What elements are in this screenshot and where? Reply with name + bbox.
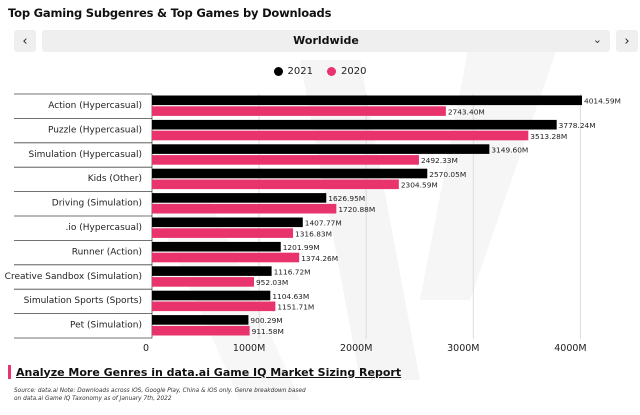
legend-label-2021: 2021 xyxy=(287,66,313,77)
value-label-2021-0: 4014.59M xyxy=(584,97,621,106)
value-label-2020-6: 1374.26M xyxy=(301,254,338,263)
legend-item-2021[interactable]: 2021 xyxy=(273,66,313,77)
value-label-2021-7: 1116.72M xyxy=(274,267,311,276)
source-note: Source: data.ai Note: Downloads across i… xyxy=(14,387,314,403)
legend-item-2020[interactable]: 2020 xyxy=(327,66,366,77)
value-label-2020-7: 952.03M xyxy=(256,278,288,287)
value-label-2020-4: 1720.88M xyxy=(338,205,375,214)
category-label-8: Simulation Sports (Sports) xyxy=(24,296,142,306)
bar-2020-1 xyxy=(152,130,529,141)
value-label-2020-8: 1151.71M xyxy=(277,303,314,312)
value-label-2021-4: 1626.95M xyxy=(328,194,365,203)
value-label-2021-1: 3778.24M xyxy=(559,121,596,130)
bar-2020-5 xyxy=(152,228,294,238)
x-tick-label-4: 4000M xyxy=(554,343,586,354)
category-label-4: Driving (Simulation) xyxy=(52,199,142,209)
bar-2020-2 xyxy=(152,155,419,165)
x-tick-label-1: 1000M xyxy=(233,343,265,354)
chevron-right-icon: › xyxy=(624,33,630,49)
bar-2020-9 xyxy=(152,325,250,336)
category-label-1: Puzzle (Hypercasual) xyxy=(48,125,142,135)
value-label-2020-2: 2492.33M xyxy=(421,156,458,165)
region-value: Worldwide xyxy=(293,34,359,47)
value-label-2020-0: 2743.40M xyxy=(448,107,485,116)
category-label-2: Simulation (Hypercasual) xyxy=(28,150,142,160)
report-link[interactable]: Analyze More Genres in data.ai Game IQ M… xyxy=(8,365,401,379)
x-tick-label-0: 0 xyxy=(143,343,149,354)
source-note-line-1: Source: data.ai Note: Downloads across i… xyxy=(14,388,306,394)
bar-2021-6 xyxy=(152,241,281,252)
region-dropdown[interactable]: Worldwide ⌄ xyxy=(42,30,610,52)
report-link-text: Analyze More Genres in data.ai Game IQ M… xyxy=(16,365,402,379)
prev-region-button[interactable]: ‹ xyxy=(14,30,36,52)
bar-2021-2 xyxy=(152,144,490,154)
category-label-9: Pet (Simulation) xyxy=(70,321,142,331)
bar-2020-7 xyxy=(152,277,254,287)
category-label-6: Runner (Action) xyxy=(72,247,142,257)
value-label-2021-2: 3149.60M xyxy=(491,145,528,154)
bar-2021-7 xyxy=(152,266,272,276)
legend-label-2020: 2020 xyxy=(341,66,367,77)
bar-2021-4 xyxy=(152,193,327,203)
category-label-7: Creative Sandbox (Simulation) xyxy=(5,272,142,282)
bar-2021-9 xyxy=(152,315,249,325)
region-selector-bar: ‹ Worldwide ⌄ › xyxy=(14,30,638,52)
value-label-2021-6: 1201.99M xyxy=(283,243,320,252)
bar-2021-3 xyxy=(152,168,428,179)
legend-swatch-2020 xyxy=(327,67,336,76)
value-label-2020-1: 3513.28M xyxy=(530,132,567,141)
chart-legend: 2021 2020 xyxy=(0,66,640,77)
value-label-2020-9: 911.58M xyxy=(252,327,284,336)
chevron-left-icon: ‹ xyxy=(22,33,28,49)
bar-2020-8 xyxy=(152,301,276,312)
x-tick-label-3: 3000M xyxy=(447,343,479,354)
value-label-2021-5: 1407.77M xyxy=(305,219,342,228)
legend-swatch-2021 xyxy=(273,67,283,76)
bar-2020-4 xyxy=(152,203,337,214)
bar-2021-5 xyxy=(152,217,303,228)
bar-2021-1 xyxy=(152,119,557,130)
bar-2021-8 xyxy=(152,290,271,301)
chevron-down-icon: ⌄ xyxy=(592,33,602,46)
category-label-0: Action (Hypercasual) xyxy=(48,101,142,111)
category-label-5: .io (Hypercasual) xyxy=(66,223,142,233)
value-label-2021-8: 1104.63M xyxy=(272,292,309,301)
value-label-2020-5: 1316.83M xyxy=(295,229,332,238)
cta-accent-marker xyxy=(8,365,11,379)
page-title: Top Gaming Subgenres & Top Games by Down… xyxy=(8,6,332,20)
bar-2021-0 xyxy=(152,95,582,106)
value-label-2021-9: 900.29M xyxy=(250,316,282,325)
bar-2020-0 xyxy=(152,106,446,116)
value-label-2021-3: 2570.05M xyxy=(429,170,466,179)
bar-2020-3 xyxy=(152,179,399,190)
category-label-3: Kids (Other) xyxy=(88,174,142,184)
x-tick-label-2: 2000M xyxy=(340,343,372,354)
source-note-line-2: on data.ai Game IQ Taxonomy as of Januar… xyxy=(14,396,172,402)
value-label-2020-3: 2304.59M xyxy=(401,181,438,190)
next-region-button[interactable]: › xyxy=(616,30,638,52)
bar-2020-6 xyxy=(152,252,300,263)
